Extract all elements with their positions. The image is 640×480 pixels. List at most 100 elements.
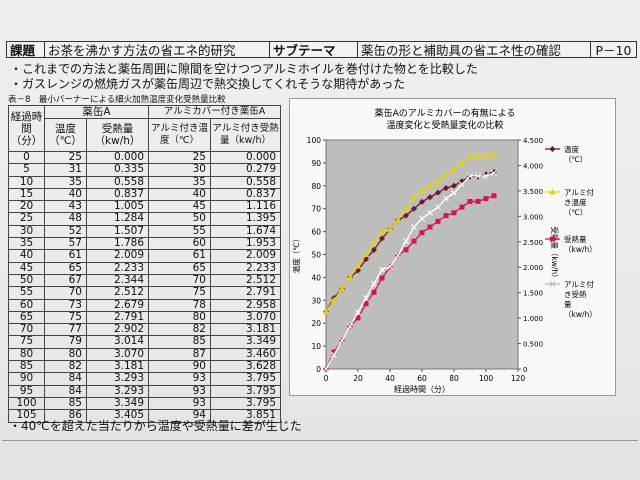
table-title: 表－8 最小バーナーによる細火加熱温度変化受熱量比較 bbox=[8, 95, 226, 105]
description-line-1: ・これまでの方法と薬缶周囲に隙間を空けつつアルミホイルを巻付けた物とを比較した bbox=[10, 62, 478, 76]
table-row: 20 43 1.005 45 1.116 bbox=[8, 200, 281, 214]
cell-heat: 2.512 bbox=[86, 286, 149, 300]
cell-al-heat: 1.674 bbox=[210, 224, 281, 239]
data-point-triangle bbox=[394, 216, 402, 223]
data-point-cross bbox=[451, 190, 457, 196]
cell-heat: 2.791 bbox=[86, 310, 149, 325]
cell-temp: 65 bbox=[44, 261, 87, 275]
data-point-cross bbox=[483, 172, 489, 179]
col-header-al-temp: アルミ付き温度（℃） bbox=[148, 118, 211, 152]
cell-temp: 31 bbox=[44, 163, 87, 177]
series-line-2 bbox=[325, 153, 495, 313]
data-point-cross bbox=[339, 337, 345, 344]
data-point-triangle bbox=[418, 186, 426, 193]
data-point-cross bbox=[403, 238, 409, 245]
data-point-square bbox=[419, 230, 425, 236]
cell-heat: 1.284 bbox=[86, 212, 149, 226]
cell-al-heat: 2.009 bbox=[210, 249, 281, 263]
data-point-square bbox=[491, 193, 497, 199]
cell-al-heat: 3.628 bbox=[210, 360, 281, 374]
cell-al-heat: 2.791 bbox=[210, 286, 281, 300]
cell-heat: 0.837 bbox=[86, 187, 149, 202]
y-right-tick-label: 3.000 bbox=[523, 213, 543, 221]
cell-al-temp: 85 bbox=[148, 335, 211, 349]
cell-heat: 2.233 bbox=[86, 261, 149, 275]
data-point-cross bbox=[419, 215, 425, 222]
data-point-cross bbox=[355, 309, 361, 316]
cell-time: 40 bbox=[8, 249, 45, 263]
data-point-triangle bbox=[458, 159, 466, 166]
table-row: 30 52 1.507 55 1.674 bbox=[8, 224, 281, 239]
y-axis-left-label-group: 温度（℃） bbox=[291, 235, 301, 273]
legend-label: アルミ付 bbox=[564, 187, 594, 197]
legend-label: き受熱 bbox=[564, 289, 587, 299]
data-point-triangle bbox=[442, 170, 450, 177]
x-tick-label: 120 bbox=[511, 374, 526, 383]
x-tick-label: 100 bbox=[479, 374, 494, 383]
cell-al-heat: 3.795 bbox=[210, 396, 281, 411]
cell-al-temp: 35 bbox=[148, 175, 211, 189]
data-point-triangle bbox=[410, 193, 418, 200]
cell-time: 45 bbox=[8, 261, 45, 275]
table-row: 100 85 3.349 93 3.795 bbox=[8, 396, 281, 411]
data-point-square bbox=[411, 238, 417, 244]
data-point-cross bbox=[549, 281, 556, 287]
header-page-number: P－10 bbox=[595, 43, 632, 58]
chart-series bbox=[322, 150, 498, 372]
data-point-triangle bbox=[490, 150, 498, 157]
data-point-diamond bbox=[371, 246, 377, 253]
cell-time: 30 bbox=[8, 224, 45, 239]
data-point-cross bbox=[475, 172, 481, 179]
header-bar: 課題 お茶を沸かす方法の省エネ的研究 サブテーマ 薬缶の形と補助具の省エネ性の確… bbox=[6, 41, 637, 58]
cell-temp: 35 bbox=[44, 175, 87, 189]
y-axis-right-label: 受熱量（kw/h） bbox=[550, 226, 560, 281]
y-axis-right-label-group: 受熱量（kw/h） bbox=[550, 226, 560, 281]
y-right-tick-label: 2.500 bbox=[523, 239, 543, 247]
col-header-time: 経過時間（分） bbox=[8, 105, 45, 152]
data-point-triangle bbox=[402, 205, 410, 212]
legend-label: 温度 bbox=[564, 144, 579, 154]
cell-al-heat: 3.349 bbox=[210, 335, 281, 349]
cell-al-temp: 70 bbox=[148, 273, 211, 288]
cell-heat: 0.000 bbox=[86, 150, 149, 165]
cell-heat: 1.005 bbox=[86, 200, 149, 214]
data-point-cross bbox=[395, 252, 401, 259]
cell-temp: 79 bbox=[44, 335, 87, 349]
x-tick-label: 40 bbox=[385, 374, 395, 383]
table-row: 40 61 2.009 61 2.009 bbox=[8, 249, 281, 263]
data-table-section: 表－8 最小バーナーによる細火加熱温度変化受熱量比較 経過時間（分） 薬缶A ア… bbox=[8, 95, 281, 423]
table-row: 5 31 0.335 30 0.279 bbox=[8, 163, 281, 177]
data-point-square bbox=[475, 198, 481, 204]
y-right-tick-label: 0.500 bbox=[523, 341, 543, 349]
cell-al-heat: 3.460 bbox=[210, 347, 281, 362]
cell-al-temp: 45 bbox=[148, 200, 211, 214]
cell-al-temp: 30 bbox=[148, 163, 211, 177]
data-point-diamond bbox=[379, 235, 385, 242]
data-point-square bbox=[427, 224, 433, 230]
chart-legend: 温度（℃）アルミ付き温度（℃）受熱量（kw/h）アルミ付き受熱量（kw/h） bbox=[545, 144, 597, 319]
cell-temp: 73 bbox=[44, 298, 87, 312]
y-left-tick-label: 70 bbox=[311, 205, 321, 214]
table-row: 45 65 2.233 65 2.233 bbox=[8, 261, 281, 275]
cell-heat: 1.786 bbox=[86, 237, 149, 251]
cell-heat: 3.070 bbox=[86, 347, 149, 362]
y-right-tick-label: 0 bbox=[523, 366, 527, 374]
cell-heat: 3.014 bbox=[86, 335, 149, 349]
cell-al-heat: 3.181 bbox=[210, 323, 281, 337]
group-header-b: アルミカバー付き薬缶A bbox=[148, 105, 281, 119]
cell-al-temp: 80 bbox=[148, 310, 211, 325]
table-row: 80 80 3.070 87 3.460 bbox=[8, 347, 281, 362]
col-header-temp: 温度（℃） bbox=[44, 118, 87, 152]
data-point-triangle bbox=[434, 177, 442, 184]
data-point-cross bbox=[379, 266, 385, 273]
cell-time: 90 bbox=[8, 372, 45, 386]
data-point-square bbox=[355, 315, 361, 321]
cell-al-heat: 0.000 bbox=[210, 150, 281, 165]
cell-time: 0 bbox=[8, 150, 45, 165]
data-point-cross bbox=[363, 295, 369, 301]
data-point-diamond bbox=[549, 146, 556, 152]
cell-time: 25 bbox=[8, 212, 45, 226]
data-point-cross bbox=[435, 204, 441, 211]
conclusion-note: ・40℃を超えた当たりから温度や受熱量に差が生じた bbox=[9, 419, 302, 433]
